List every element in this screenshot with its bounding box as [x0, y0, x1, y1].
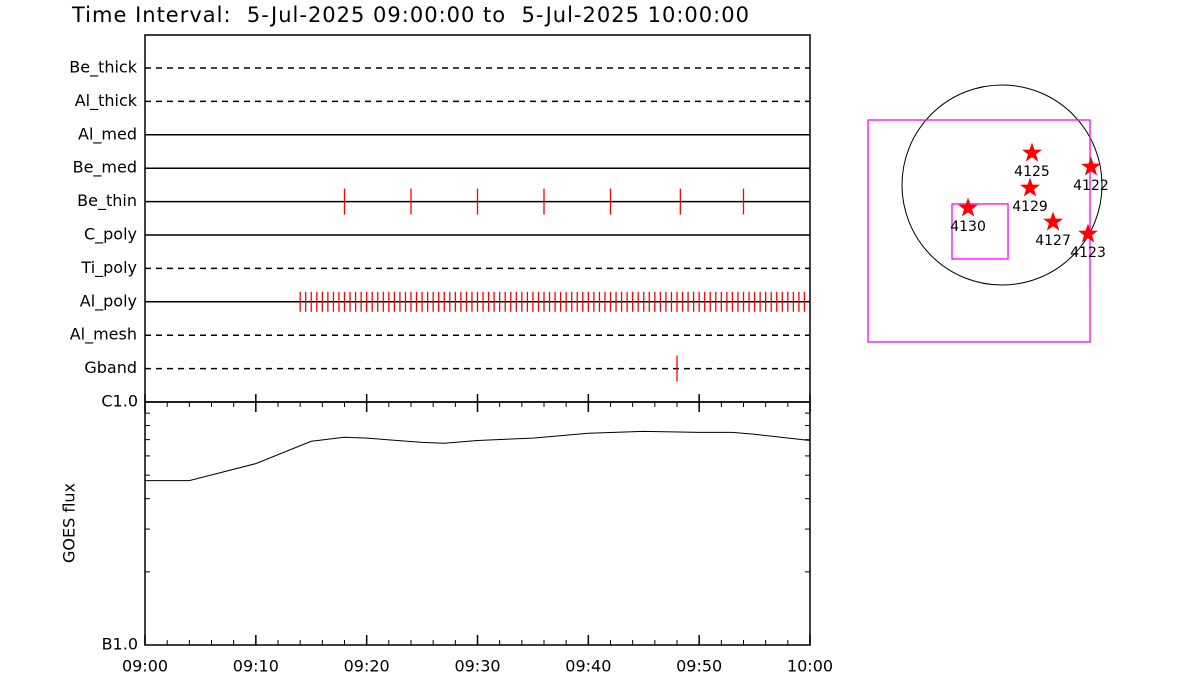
solar-disk [901, 84, 1103, 286]
region-label: 4127 [1035, 233, 1071, 249]
x-tick-label: 10:00 [787, 657, 833, 676]
region-label: 4125 [1014, 164, 1050, 180]
x-tick-label: 09:30 [454, 657, 500, 676]
filter-label: Be_med [73, 158, 137, 178]
region-star [1020, 177, 1040, 197]
x-tick-label: 09:50 [676, 657, 722, 676]
filter-label: Al_mesh [70, 325, 137, 345]
y-tick-label: B1.0 [102, 635, 138, 654]
filter-label: C_poly [84, 225, 137, 245]
x-tick-label: 09:20 [344, 657, 390, 676]
region-label: 4130 [950, 219, 986, 235]
title: Time Interval: 5-Jul-2025 09:00:00 to 5-… [71, 3, 750, 27]
goes-line [145, 430, 811, 482]
filter-label: Ti_poly [80, 258, 137, 278]
region-star [1081, 156, 1101, 176]
field-of-view [951, 203, 1009, 260]
region-label: 4123 [1070, 245, 1106, 261]
region-star [1078, 223, 1098, 243]
region-star [958, 197, 978, 217]
y-tick-label: C1.0 [101, 392, 138, 411]
region-star [1043, 211, 1063, 231]
filter-label: Be_thin [77, 191, 137, 211]
x-tick-label: 09:10 [233, 657, 279, 676]
x-tick-label: 09:40 [565, 657, 611, 676]
region-label: 4129 [1012, 199, 1048, 215]
filter-label: Be_thick [69, 58, 137, 78]
region-star [1022, 142, 1042, 162]
filter-label: Al_thick [75, 91, 138, 111]
x-tick-label: 09:00 [122, 657, 168, 676]
filter-label: Al_poly [80, 291, 137, 311]
filter-label: Al_med [78, 124, 137, 144]
filter-label: Gband [84, 358, 137, 377]
y-axis-label: GOES flux [60, 483, 79, 563]
region-label: 4122 [1073, 178, 1109, 194]
